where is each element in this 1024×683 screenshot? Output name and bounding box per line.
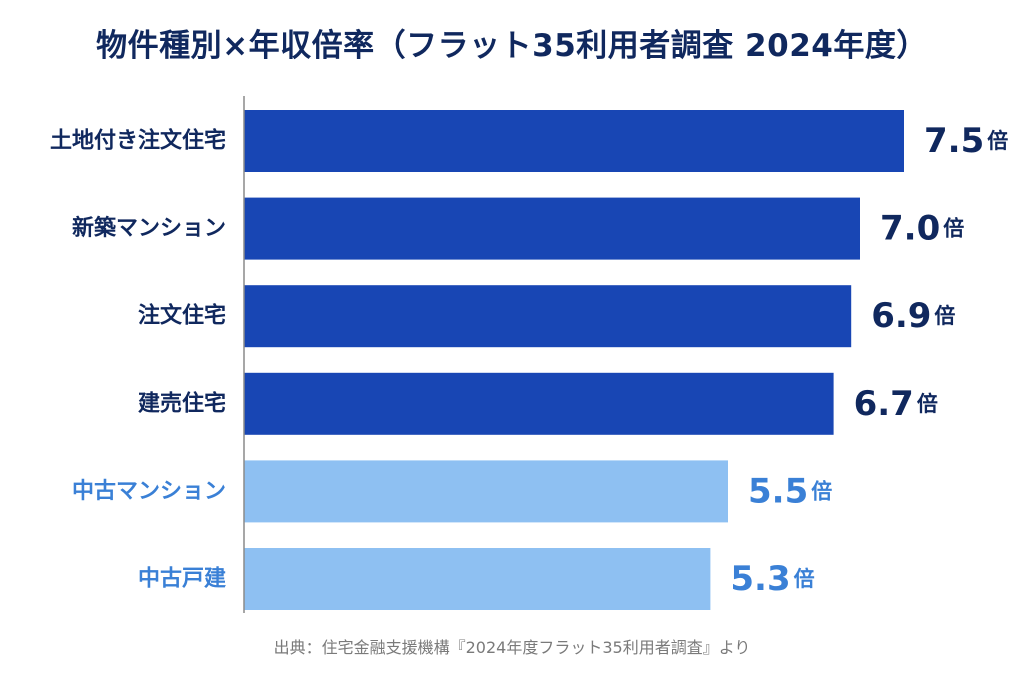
value-label-1: 7.0 倍 — [880, 209, 964, 249]
category-label-2: 注文住宅 — [138, 303, 226, 329]
value-unit-2: 倍 — [934, 304, 955, 328]
value-label-3: 6.7 倍 — [854, 384, 938, 424]
value-unit-1: 倍 — [943, 217, 964, 241]
bar-2 — [244, 285, 852, 348]
value-unit-3: 倍 — [917, 392, 938, 416]
category-label-3: 建売住宅 — [138, 390, 226, 416]
category-label-4: 中古マンション — [72, 478, 226, 504]
chart-title: 物件種別×年収倍率（フラット35利用者調査 2024年度） — [96, 28, 928, 64]
category-label-5: 中古戸建 — [138, 566, 226, 592]
value-number-2: 6.9 — [871, 296, 931, 336]
value-label-0: 7.5 倍 — [924, 121, 1008, 161]
category-label-0: 土地付き注文住宅 — [50, 128, 226, 154]
bar-4 — [244, 460, 728, 523]
bar-1 — [244, 197, 860, 260]
value-number-3: 6.7 — [854, 384, 914, 424]
value-label-2: 6.9 倍 — [871, 296, 955, 336]
value-unit-5: 倍 — [794, 567, 815, 591]
bar-5 — [244, 548, 711, 610]
value-number-1: 7.0 — [880, 209, 940, 249]
value-label-5: 5.3 倍 — [730, 559, 814, 599]
value-label-4: 5.5 倍 — [748, 471, 832, 511]
value-number-5: 5.3 — [730, 559, 790, 599]
bar-3 — [244, 372, 834, 435]
value-unit-0: 倍 — [987, 129, 1008, 153]
category-label-1: 新築マンション — [72, 215, 226, 241]
value-number-4: 5.5 — [748, 471, 808, 511]
value-number-0: 7.5 — [924, 121, 984, 161]
source-note: 出典：住宅金融支援機構『2024年度フラット35利用者調査』より — [273, 638, 751, 657]
value-unit-4: 倍 — [811, 479, 832, 503]
bar-0 — [244, 110, 904, 172]
